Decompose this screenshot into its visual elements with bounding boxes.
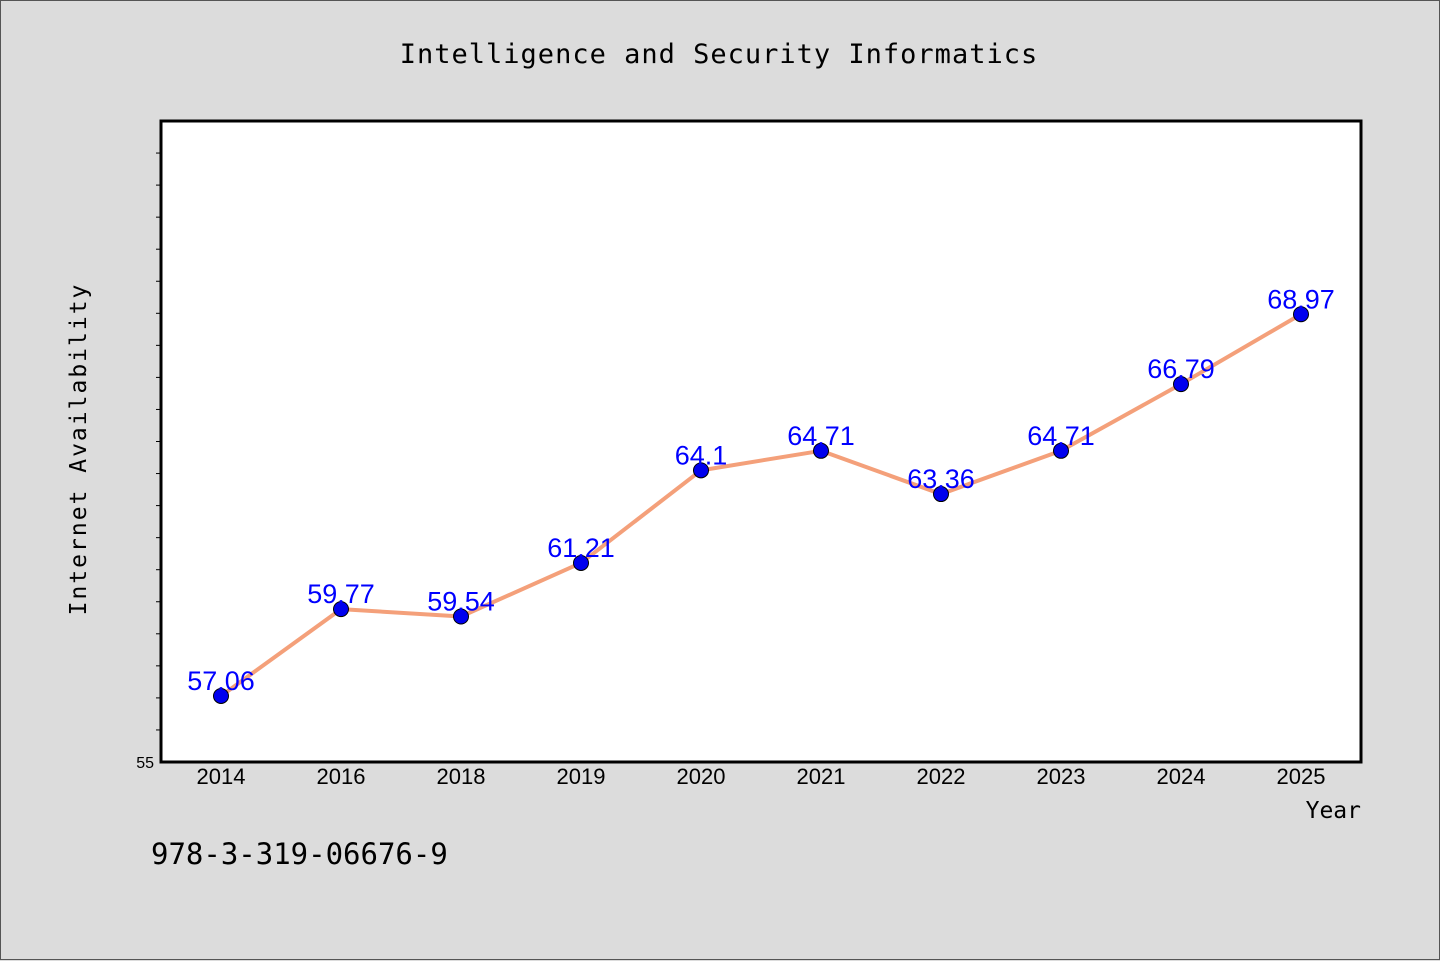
x-tick-label: 2021 [797,764,846,789]
data-label: 59.54 [427,586,495,616]
data-point-marker [1293,306,1309,323]
plot-area [159,119,1363,764]
x-tick-label: 2019 [557,764,606,789]
footnote-text: 978-3-319-06676-9 [151,837,448,871]
data-label: 63.36 [907,464,975,494]
data-point-marker [453,608,469,625]
data-label: 68.97 [1267,284,1335,314]
x-axis-label: Year [1306,798,1361,824]
x-tick-label: 2016 [317,764,366,789]
data-label: 64.1 [675,440,728,470]
data-point-marker [693,462,709,479]
chart-title: Intelligence and Security Informatics [400,39,1038,70]
x-tick-label: 2014 [197,764,246,789]
data-label: 64.71 [1027,421,1095,451]
data-label: 61.21 [547,533,615,563]
data-labels-group: 57.06 59.77 59.54 61.21 64.1 64.71 63.36 64.71 6… [187,284,1335,696]
data-point-marker [213,687,229,704]
x-tick-label: 2025 [1277,764,1326,789]
data-point-marker [1173,376,1189,393]
x-tick-label: 2018 [437,764,486,789]
data-label: 64.71 [787,421,855,451]
x-tick-label: 2023 [1037,764,1086,789]
x-tick-label: 2024 [1157,764,1206,789]
data-label: 59.77 [307,579,375,609]
x-tick-label: 2020 [677,764,726,789]
y-tick-label: 55 [136,755,154,772]
data-point-marker [333,601,349,618]
data-point-marker [813,442,829,459]
data-point-marker [1053,442,1069,459]
x-tick-label: 2022 [917,764,966,789]
y-axis-label: Internet Availability [66,283,92,616]
series-line-group [219,312,1303,698]
data-point-marker [933,486,949,503]
data-label: 57.06 [187,666,255,696]
data-point-marker [573,554,589,571]
data-label: 66.79 [1147,354,1215,384]
x-tick-labels: 2014 2016 2018 2019 2020 2021 2022 2023 2024 2025 [197,764,1326,789]
series-line [219,312,1303,698]
markers-group [213,306,1309,704]
y-axis-ticks [156,152,161,731]
